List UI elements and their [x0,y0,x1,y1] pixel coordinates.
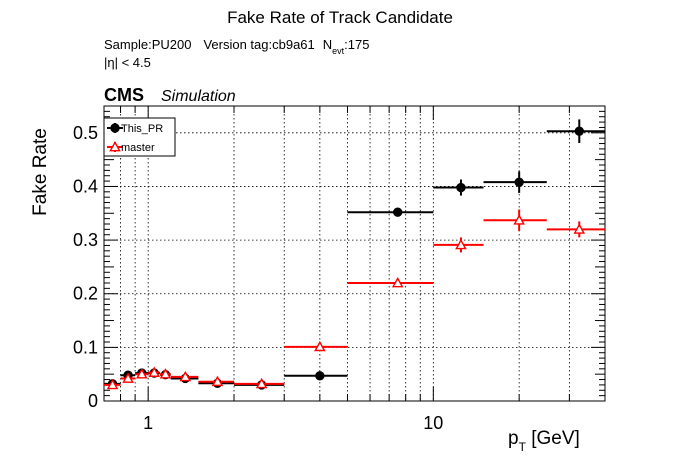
data-point-marker [136,368,148,379]
y-axis-label: Fake Rate [30,128,51,216]
data-point-marker [211,375,224,387]
data-point [546,221,605,238]
data-point-marker [455,238,467,250]
data-point-marker [106,378,119,390]
sample-text: Sample:PU200 [104,37,191,52]
nevt-value: :175 [344,37,369,52]
x-tick-label: 10 [423,413,443,433]
series-master [104,209,605,390]
data-point [234,377,285,389]
legend-label: master [121,142,155,154]
grid [103,106,606,401]
data-point [284,340,348,352]
data-point-marker [574,126,584,136]
y-tick-label: 0.3 [73,230,98,250]
nevt-symbol: N [323,37,332,52]
eta-cut-label: |η| < 4.5 [104,55,151,70]
data-point [104,378,121,390]
y-tick-label: 0.5 [73,123,98,143]
y-tick-label: 0.4 [73,176,98,196]
y-tick-label: 0.2 [73,284,98,304]
x-axis-label-main: p [508,428,519,449]
data-point-marker [392,207,403,217]
y-tick-label: 0 [88,391,98,411]
data-point [546,119,605,144]
y-tick-label: 0.1 [73,337,98,357]
data-point [433,179,484,196]
version-text: Version tag:cb9a61 [203,37,314,52]
cms-label: CMS [104,85,144,105]
data-point-marker [513,214,525,225]
data-point-marker [255,377,268,389]
x-tick-label: 1 [143,413,153,433]
x-axis-label: pT [GeV] [508,428,580,454]
data-point [148,366,161,377]
data-point [433,237,484,253]
series-This_PR [104,119,605,390]
data-point-marker [110,123,120,133]
data-point-marker [148,366,161,377]
data-point-marker [109,140,121,152]
nevt-subscript: evt [332,46,345,56]
data-point-marker [456,182,466,193]
legend-entry-This_PR: This_PR [107,123,163,135]
cms-sublabel: Simulation [161,88,236,105]
data-point [159,368,172,379]
data-point [170,370,199,382]
legend-label: This_PR [121,123,163,135]
legend-entry-master: master [107,140,155,154]
data-point [284,371,348,381]
data-point-marker [159,368,172,379]
data-point-marker [314,340,326,352]
axes: 1 10 0 0.1 0.2 0.3 0.4 0.5 [73,105,606,433]
data-point [135,368,149,379]
chart-title: Fake Rate of Track Candidate [227,8,453,27]
data-point [347,207,434,217]
data-point-marker [514,177,524,187]
data-series [104,119,605,390]
plot-frame [103,105,606,402]
data-point-marker [179,370,192,382]
data-point-marker [391,276,404,288]
sample-label: Sample:PU200 Version tag:cb9a61 Nevt:175 [104,37,369,56]
x-axis-label-unit: [GeV] [526,428,580,449]
data-point [483,171,547,193]
data-point-marker [315,371,325,381]
data-point [483,209,547,231]
data-point-marker [573,223,586,234]
x-axis-label-sub: T [519,440,527,454]
data-point [347,276,434,288]
data-point [120,372,136,383]
data-point [198,375,235,387]
data-point-marker [122,372,134,383]
